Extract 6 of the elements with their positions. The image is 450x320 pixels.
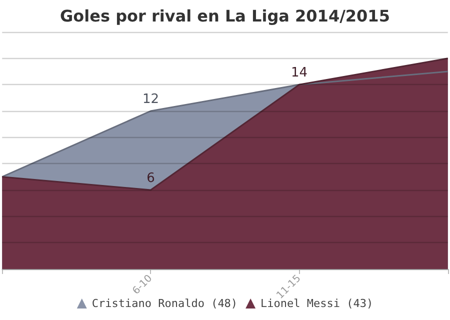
legend-label: Cristiano Ronaldo (48): [92, 297, 238, 310]
data-label: 6: [146, 171, 155, 186]
data-label: 12: [142, 92, 159, 107]
chart-title: Goles por rival en La Liga 2014/2015: [60, 6, 390, 26]
legend-label: Lionel Messi (43): [260, 297, 374, 310]
data-label: 14: [291, 66, 308, 81]
